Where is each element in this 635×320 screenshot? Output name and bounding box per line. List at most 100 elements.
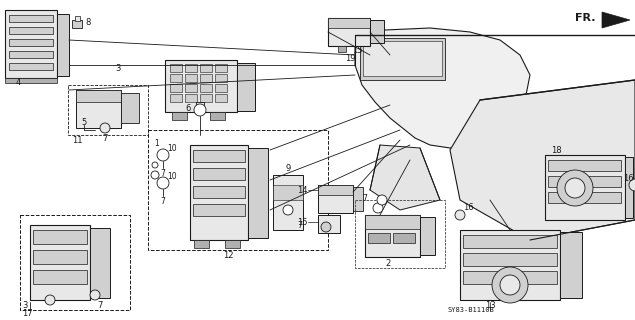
Text: 3: 3 xyxy=(22,300,28,309)
Circle shape xyxy=(45,295,55,305)
Text: SY83-B1110B: SY83-B1110B xyxy=(448,307,495,313)
Bar xyxy=(9,63,53,70)
Bar xyxy=(548,160,621,171)
Bar xyxy=(370,20,384,43)
Text: 16: 16 xyxy=(463,203,473,212)
Text: 12: 12 xyxy=(223,251,233,260)
Bar xyxy=(185,84,197,92)
Bar xyxy=(560,232,582,298)
Polygon shape xyxy=(370,145,440,210)
Bar xyxy=(33,270,87,284)
Text: 8: 8 xyxy=(85,18,90,27)
Circle shape xyxy=(500,275,520,295)
Bar xyxy=(9,51,53,58)
Text: 7: 7 xyxy=(97,300,103,309)
Bar xyxy=(215,94,227,102)
Bar xyxy=(625,157,633,218)
Text: 6: 6 xyxy=(185,103,190,113)
Text: 10: 10 xyxy=(167,143,177,153)
Text: 7: 7 xyxy=(363,194,368,203)
Bar xyxy=(328,18,370,28)
Bar xyxy=(148,130,328,250)
Bar xyxy=(194,240,209,248)
Bar xyxy=(190,145,248,240)
Bar xyxy=(185,64,197,72)
Text: 7: 7 xyxy=(161,169,166,178)
Bar xyxy=(200,94,212,102)
Circle shape xyxy=(283,205,293,215)
Bar xyxy=(338,46,346,52)
Bar xyxy=(9,15,53,22)
Bar xyxy=(200,84,212,92)
Circle shape xyxy=(565,178,585,198)
Text: 14: 14 xyxy=(298,186,308,195)
Bar xyxy=(273,185,303,200)
Bar xyxy=(393,233,415,243)
Circle shape xyxy=(629,179,635,191)
Bar xyxy=(76,90,121,128)
Bar xyxy=(463,235,557,248)
Text: 18: 18 xyxy=(551,146,561,155)
Polygon shape xyxy=(450,80,635,240)
Bar xyxy=(328,18,370,46)
Bar xyxy=(193,186,245,198)
Bar xyxy=(170,64,182,72)
Bar xyxy=(170,74,182,82)
Bar xyxy=(72,20,82,28)
Bar xyxy=(75,16,80,21)
Bar xyxy=(170,84,182,92)
Text: 15: 15 xyxy=(352,45,362,54)
Bar xyxy=(33,250,87,264)
Circle shape xyxy=(373,203,383,213)
Bar xyxy=(5,78,57,83)
Circle shape xyxy=(157,177,169,189)
Circle shape xyxy=(157,149,169,161)
Text: 7: 7 xyxy=(102,133,108,142)
Circle shape xyxy=(100,123,110,133)
Circle shape xyxy=(152,162,158,168)
Circle shape xyxy=(557,170,593,206)
Text: 9: 9 xyxy=(285,164,291,172)
Bar xyxy=(353,187,363,211)
Bar xyxy=(248,148,268,238)
Bar xyxy=(170,94,182,102)
Text: 7: 7 xyxy=(161,196,166,205)
Bar xyxy=(200,74,212,82)
Bar xyxy=(193,168,245,180)
Bar xyxy=(363,41,442,76)
Bar xyxy=(9,27,53,34)
Circle shape xyxy=(151,171,159,179)
Text: 11: 11 xyxy=(72,135,83,145)
Bar xyxy=(463,253,557,266)
Circle shape xyxy=(492,267,528,303)
Bar xyxy=(193,204,245,216)
Bar xyxy=(215,64,227,72)
Bar xyxy=(172,112,187,120)
Bar xyxy=(193,150,245,162)
Bar xyxy=(365,215,420,257)
Circle shape xyxy=(455,210,465,220)
Polygon shape xyxy=(602,12,630,28)
Bar xyxy=(420,217,435,255)
Bar xyxy=(225,240,240,248)
Bar xyxy=(360,38,445,80)
Text: FR.: FR. xyxy=(575,13,596,23)
Bar xyxy=(463,271,557,284)
Bar xyxy=(165,60,237,112)
Bar xyxy=(460,230,560,300)
Text: 10: 10 xyxy=(167,172,177,180)
Bar xyxy=(121,93,139,123)
Bar xyxy=(68,85,148,135)
Bar xyxy=(185,94,197,102)
Bar xyxy=(57,14,69,76)
Text: 15: 15 xyxy=(298,218,308,227)
Circle shape xyxy=(321,222,331,232)
Bar xyxy=(30,225,90,300)
Text: 19: 19 xyxy=(345,53,355,62)
Bar xyxy=(365,215,420,229)
Bar xyxy=(33,230,87,244)
Text: 4: 4 xyxy=(15,77,20,86)
Circle shape xyxy=(377,195,387,205)
Text: 13: 13 xyxy=(485,300,495,309)
Bar xyxy=(548,192,621,203)
